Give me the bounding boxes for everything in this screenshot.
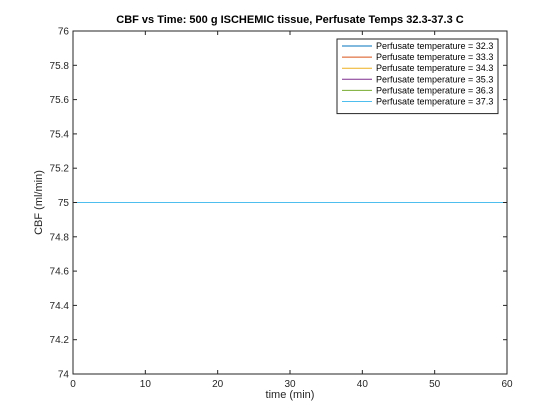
y-tick-label: 75.6: [50, 95, 70, 106]
y-tick-label: 74.6: [50, 267, 70, 278]
y-tick-label: 74.8: [50, 232, 70, 243]
y-tick-label: 75.4: [50, 129, 70, 140]
y-tick-label: 74.4: [50, 301, 70, 312]
x-tick-label: 40: [357, 379, 369, 390]
y-tick-label: 74.2: [50, 335, 70, 346]
y-axis-title: CBF (ml/min): [33, 170, 45, 235]
legend-label: Perfusate temperature = 34.3: [376, 63, 493, 73]
y-tick-label: 75.8: [50, 61, 70, 72]
x-tick-label: 30: [284, 379, 296, 390]
legend-label: Perfusate temperature = 32.3: [376, 41, 493, 51]
x-tick-label: 0: [70, 379, 76, 390]
x-tick-label: 20: [212, 379, 224, 390]
ticks-layer: 0 10 20 30 40 50 60 74 74.2 74.4 74.6 74.8 75 75.2 75.…: [50, 27, 513, 391]
y-tick-label: 75.2: [50, 164, 70, 175]
legend-label: Perfusate temperature = 37.3: [376, 97, 493, 107]
legend-label: Perfusate temperature = 36.3: [376, 85, 493, 95]
legend-label: Perfusate temperature = 35.3: [376, 74, 493, 84]
x-tick-label: 10: [140, 379, 152, 390]
y-tick-label: 76: [58, 27, 70, 38]
x-axis-title: time (min): [266, 389, 315, 401]
x-tick-label: 60: [501, 379, 513, 390]
y-tick-label: 74: [58, 370, 70, 381]
legend-label: Perfusate temperature = 33.3: [376, 52, 493, 62]
y-tick-label: 75: [58, 198, 70, 209]
x-tick-label: 50: [429, 379, 441, 390]
chart-title: CBF vs Time: 500 g ISCHEMIC tissue, Perf…: [116, 14, 463, 26]
